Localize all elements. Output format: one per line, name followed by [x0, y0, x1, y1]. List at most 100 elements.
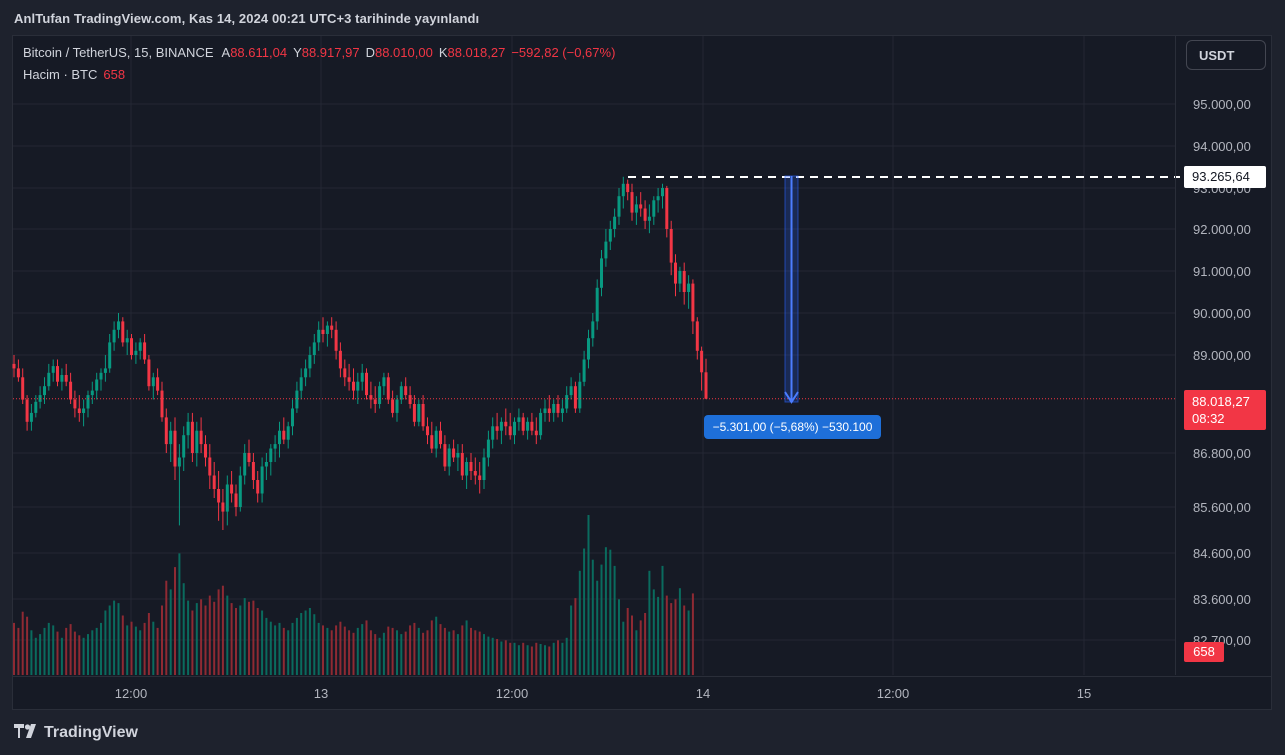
candle-body — [164, 417, 168, 445]
price-axis-divider — [1175, 35, 1176, 675]
candle-body — [600, 258, 603, 288]
volume-bar — [548, 646, 551, 675]
price-axis-label: 95.000,00 — [1193, 97, 1251, 112]
candle-body — [160, 390, 164, 418]
candle-body — [295, 390, 299, 409]
volume-bar — [208, 595, 211, 675]
candle-body — [90, 390, 94, 396]
open-key: A — [221, 45, 231, 60]
volume-bar — [261, 610, 264, 675]
symbol-legend[interactable]: Bitcoin / TetherUS, 15, BINANCE A88.611,0… — [23, 45, 621, 60]
candle-body — [60, 375, 64, 382]
volume-bar — [483, 634, 485, 675]
volume-bar — [287, 630, 290, 675]
time-axis-label: 12:00 — [114, 686, 148, 701]
volume-bar — [613, 565, 616, 675]
candle-body — [395, 399, 399, 413]
volume-bar — [30, 630, 33, 675]
candle-body — [434, 430, 438, 449]
volume-bar — [644, 613, 647, 675]
candle-body — [95, 379, 99, 391]
price-axis-label: 90.000,00 — [1193, 306, 1251, 321]
candle-body — [573, 386, 577, 409]
volume-bar — [87, 634, 89, 675]
volume-bar — [443, 627, 446, 675]
measure-label[interactable]: −5.301,00 (−5,68%) −530.100 — [704, 415, 881, 439]
candle-body — [443, 444, 447, 467]
volume-bar — [113, 600, 116, 675]
candle-body — [138, 342, 142, 351]
volume-bar — [278, 622, 281, 675]
change-value: −592,82 (−0,67%) — [511, 45, 616, 60]
candle-body — [482, 457, 486, 480]
low-value: 88.010,00 — [374, 45, 433, 60]
candle-body — [526, 421, 530, 431]
volume-bar — [252, 600, 255, 675]
candle-body — [621, 183, 625, 197]
volume-bar — [130, 621, 133, 675]
candle-body — [569, 386, 573, 396]
candle-body — [534, 430, 538, 436]
volume-bar — [65, 627, 68, 675]
volume-bar — [95, 627, 98, 675]
volume-bar — [439, 624, 442, 675]
tradingview-logo[interactable]: TradingView — [14, 724, 138, 742]
candle-body — [478, 475, 482, 480]
volume-bar — [243, 598, 246, 675]
candle-body — [556, 404, 560, 413]
candle-body — [399, 386, 403, 400]
volume-bar — [73, 631, 76, 675]
candle-body — [304, 368, 308, 378]
volume-bar — [470, 627, 472, 675]
volume-bar — [248, 601, 250, 675]
volume-bar — [391, 627, 394, 675]
volume-bar — [635, 630, 638, 675]
volume-bar — [652, 589, 655, 675]
candle-body — [291, 408, 294, 427]
volume-bar — [204, 605, 207, 675]
candle-body — [99, 372, 103, 380]
volume-bar — [461, 625, 464, 675]
volume-bar — [587, 515, 590, 675]
volume-bar — [21, 611, 24, 675]
volume-bar — [169, 589, 172, 675]
volume-bar — [217, 589, 220, 675]
measure-arrow-head — [784, 391, 799, 404]
volume-bar — [609, 549, 612, 675]
price-axis-label: 86.800,00 — [1193, 446, 1251, 461]
symbol-title[interactable]: Bitcoin / TetherUS, 15, BINANCE — [23, 45, 214, 60]
candle-body — [704, 372, 708, 399]
candle-body — [630, 192, 634, 213]
volume-bar — [265, 617, 268, 675]
volume-bar — [330, 630, 333, 675]
candle-body — [404, 386, 408, 396]
volume-bar — [409, 625, 412, 675]
price-axis-label: 84.600,00 — [1193, 546, 1251, 561]
candle-body — [604, 241, 608, 259]
candle-body — [439, 430, 442, 445]
candle-body — [386, 377, 390, 400]
volume-bar — [491, 637, 494, 675]
currency-button[interactable]: USDT — [1186, 40, 1266, 70]
price-axis-label: 92.000,00 — [1193, 222, 1251, 237]
last-price-badge: 88.018,27 08:32 — [1184, 390, 1266, 430]
candle-body — [69, 381, 73, 400]
price-axis-label: 94.000,00 — [1193, 139, 1251, 154]
volume-legend[interactable]: Hacim · BTC 658 — [23, 67, 125, 82]
candle-body — [29, 412, 33, 422]
volume-bar — [352, 632, 355, 675]
candle-body — [260, 466, 264, 494]
volume-bar — [674, 599, 677, 675]
candle-body — [691, 283, 695, 322]
volume-bar — [687, 610, 690, 675]
volume-bar — [147, 613, 150, 675]
candle-body — [543, 408, 547, 413]
volume-bar — [535, 642, 538, 675]
volume-bar — [39, 634, 42, 675]
candle-body — [77, 408, 81, 413]
volume-bar — [683, 605, 686, 675]
candle-body — [652, 200, 656, 217]
volume-bar — [596, 580, 599, 675]
candle-body — [430, 435, 434, 449]
